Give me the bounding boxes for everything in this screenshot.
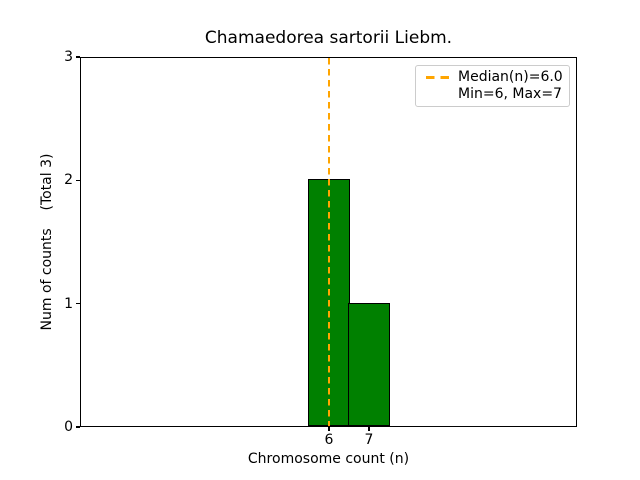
legend-row-minmax: Min=6, Max=7: [426, 86, 563, 103]
histogram-bar-7: [348, 302, 390, 426]
legend-label-median: Median(n)=6.0: [458, 69, 563, 85]
y-tick-mark-0: [76, 426, 80, 428]
chart-title: Chamaedorea sartorii Liebm.: [204, 28, 453, 48]
x-tick-label-6: 6: [324, 432, 334, 448]
x-tick-mark-6: [328, 427, 330, 431]
y-tick-label-1: 1: [64, 295, 73, 312]
y-tick-mark-1: [76, 303, 80, 305]
y-tick-mark-3: [76, 56, 80, 58]
x-tick-mark-7: [368, 427, 370, 431]
median-line: [327, 58, 331, 426]
plot-area: Median(n)=6.0 Min=6, Max=7: [80, 57, 577, 427]
y-tick-label-2: 2: [64, 172, 73, 189]
legend: Median(n)=6.0 Min=6, Max=7: [415, 65, 570, 107]
legend-row-median: Median(n)=6.0: [426, 69, 563, 86]
median-dashed-line-swatch: [426, 76, 449, 79]
y-tick-mark-2: [76, 179, 80, 181]
legend-label-minmax: Min=6, Max=7: [458, 86, 562, 102]
x-axis-label: Chromosome count (n): [247, 451, 410, 467]
x-tick-label-7: 7: [364, 432, 374, 448]
y-tick-label-0: 0: [64, 419, 73, 435]
y-tick-label-3: 3: [64, 49, 73, 65]
